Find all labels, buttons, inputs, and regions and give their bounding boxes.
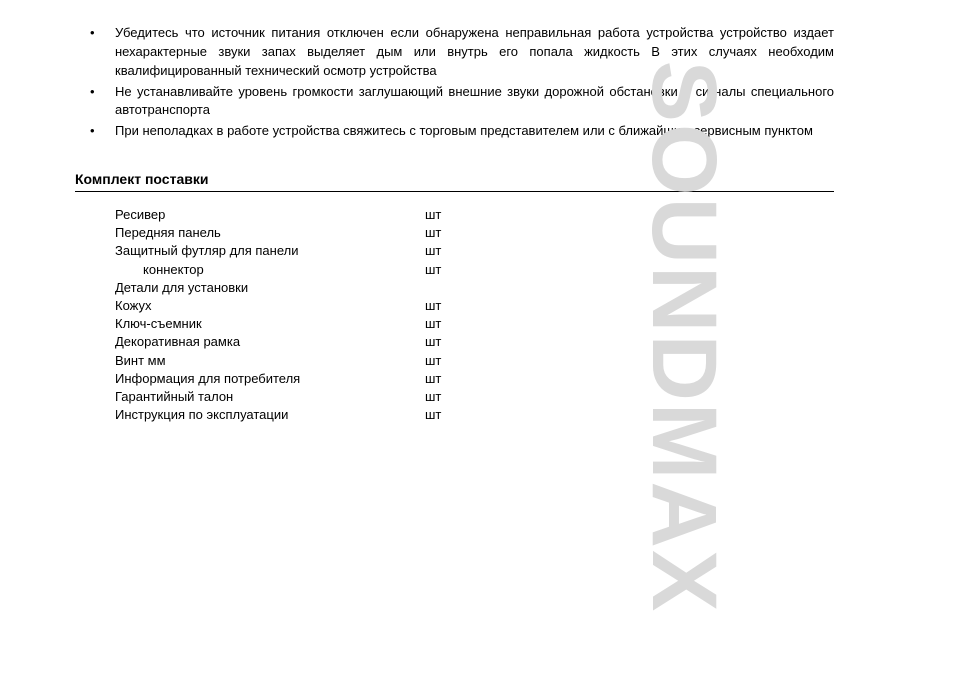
contents-name: Защитный футляр для панели (115, 242, 425, 260)
bullet-item: Не устанавливайте уровень громкости загл… (75, 83, 834, 121)
contents-name: Ресивер (115, 206, 425, 224)
contents-unit: шт (425, 352, 465, 370)
contents-row: Гарантийный талон шт (115, 388, 834, 406)
section-title: Комплект поставки (75, 171, 834, 187)
contents-unit: шт (425, 370, 465, 388)
bullet-item: Убедитесь что источник питания отключен … (75, 24, 834, 81)
bullet-item: При неполадках в работе устройства свяжи… (75, 122, 834, 141)
contents-row: Детали для установки (115, 279, 834, 297)
contents-name: Передняя панель (115, 224, 425, 242)
contents-unit: шт (425, 242, 465, 260)
contents-name: Винт мм (115, 352, 425, 370)
contents-row: Ресивер шт (115, 206, 834, 224)
contents-name: Инструкция по эксплуатации (115, 406, 425, 424)
contents-row: Декоративная рамка шт (115, 333, 834, 351)
contents-unit: шт (425, 406, 465, 424)
contents-name: Декоративная рамка (115, 333, 425, 351)
contents-row: Информация для потребителя шт (115, 370, 834, 388)
contents-unit: шт (425, 206, 465, 224)
contents-name: Информация для потребителя (115, 370, 425, 388)
contents-row: Винт мм шт (115, 352, 834, 370)
contents-row: Защитный футляр для панели шт (115, 242, 834, 260)
section-rule (75, 191, 834, 192)
contents-unit: шт (425, 388, 465, 406)
contents-unit: шт (425, 297, 465, 315)
contents-name: коннектор (115, 261, 425, 279)
contents-name: Детали для установки (115, 279, 425, 297)
contents-row: коннектор шт (115, 261, 834, 279)
contents-unit: шт (425, 261, 465, 279)
contents-unit: шт (425, 333, 465, 351)
contents-list: Ресивер шт Передняя панель шт Защитный ф… (75, 206, 834, 424)
contents-name: Гарантийный талон (115, 388, 425, 406)
contents-row: Передняя панель шт (115, 224, 834, 242)
document-page: Убедитесь что источник питания отключен … (0, 0, 954, 448)
contents-row: Инструкция по эксплуатации шт (115, 406, 834, 424)
contents-row: Кожух шт (115, 297, 834, 315)
contents-unit (425, 279, 465, 297)
contents-row: Ключ-съемник шт (115, 315, 834, 333)
bullet-list: Убедитесь что источник питания отключен … (75, 24, 834, 141)
contents-name: Кожух (115, 297, 425, 315)
contents-unit: шт (425, 224, 465, 242)
contents-unit: шт (425, 315, 465, 333)
contents-name: Ключ-съемник (115, 315, 425, 333)
